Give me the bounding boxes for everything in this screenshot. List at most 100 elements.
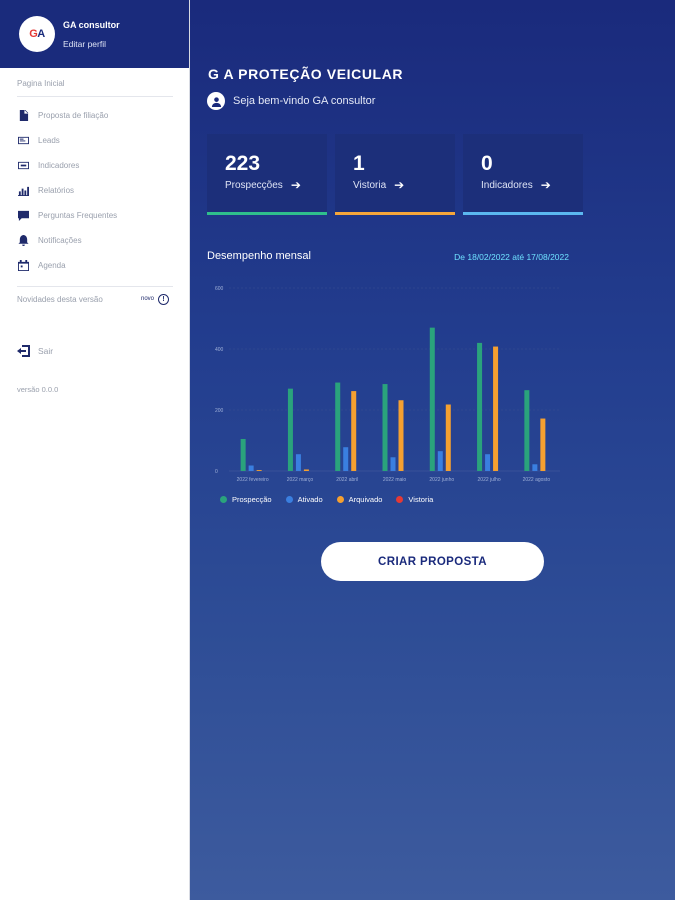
legend-dot <box>336 496 344 503</box>
logout-button[interactable]: Sair <box>17 341 173 361</box>
profile-header: GA GA consultor Editar perfil <box>0 0 189 68</box>
bar-prospecção[interactable] <box>287 388 293 471</box>
x-tick-label: 2022 março <box>287 477 314 483</box>
card-label: Prospecções <box>225 179 283 191</box>
user-icon <box>207 92 225 110</box>
news-label: Novidades desta versão <box>17 294 103 304</box>
document-icon <box>17 110 29 122</box>
legend-label: Vistoria <box>408 495 434 504</box>
calendar-icon <box>17 260 29 272</box>
legend-label: Prospecção <box>232 495 272 504</box>
sidebar-item-perguntas[interactable]: Perguntas Frequentes <box>17 203 173 228</box>
bar-arquivado[interactable] <box>303 469 309 471</box>
legend-item[interactable]: Vistoria <box>396 495 433 504</box>
sidebar-item-proposta[interactable]: Proposta de filiação <box>17 103 173 128</box>
bar-ativado[interactable] <box>295 454 301 471</box>
sidebar-item-indicadores[interactable]: Indicadores <box>17 153 173 178</box>
legend-dot <box>396 496 404 503</box>
sidebar-item-label: Notificações <box>38 236 82 245</box>
bar-arquivado[interactable] <box>398 400 404 471</box>
card-accent-bar <box>207 212 327 215</box>
chart-date-range[interactable]: De 18/02/2022 até 17/08/2022 <box>454 252 569 262</box>
bar-ativado[interactable] <box>390 457 396 471</box>
card-value: 223 <box>225 152 261 175</box>
card-label: Vistoria <box>353 179 387 191</box>
indicators-icon <box>17 160 29 172</box>
legend-item[interactable]: Arquivado <box>336 495 383 504</box>
legend-dot <box>285 496 293 503</box>
company-logo: GA <box>19 16 55 52</box>
bar-ativado[interactable] <box>532 464 538 471</box>
sidebar-item-label: Leads <box>38 136 60 145</box>
bar-ativado[interactable] <box>248 465 254 471</box>
bar-prospecção[interactable] <box>477 342 483 471</box>
arrow-right-icon: ➔ <box>540 178 551 192</box>
monthly-bar-chart: 0 200 400 600 2022 fevereiro 2022 março 2022 a… <box>215 286 560 483</box>
sidebar-item-relatorios[interactable]: Relatórios <box>17 178 173 203</box>
sidebar: GA GA consultor Editar perfil Pagina Ini… <box>0 0 190 900</box>
card-value: 1 <box>353 152 365 175</box>
sidebar-item-label: Indicadores <box>38 161 80 170</box>
reports-chart-icon <box>17 185 29 197</box>
bar-arquivado[interactable] <box>351 391 357 471</box>
news-row[interactable]: Novidades desta versão novo ! <box>17 287 173 311</box>
profile-name: GA consultor <box>63 19 120 30</box>
bar-arquivado[interactable] <box>493 346 499 471</box>
welcome-row: Seja bem-vindo GA consultor <box>207 92 375 110</box>
main-content: G A PROTEÇÃO VEICULAR Seja bem-vindo GA … <box>190 0 675 900</box>
edit-profile-link[interactable]: Editar perfil <box>63 38 106 49</box>
bar-prospecção[interactable] <box>382 384 388 471</box>
card-prospeccoes[interactable]: 223 Prospecções ➔ <box>207 134 327 215</box>
card-label: Indicadores <box>481 179 533 191</box>
leads-icon <box>17 135 29 147</box>
bar-ativado[interactable] <box>437 451 443 471</box>
logout-icon <box>17 345 30 357</box>
sidebar-item-label: Proposta de filiação <box>38 111 109 120</box>
bar-arquivado[interactable] <box>256 470 262 471</box>
x-tick-label: 2022 julho <box>478 477 501 483</box>
y-tick-label: 0 <box>215 469 218 475</box>
x-tick-label: 2022 junho <box>429 477 454 483</box>
bar-prospecção[interactable] <box>524 390 530 471</box>
logo-text: GA <box>29 28 45 40</box>
x-tick-label: 2022 agosto <box>523 477 551 483</box>
card-label-row: Prospecções ➔ <box>225 178 301 192</box>
x-tick-label: 2022 abril <box>336 477 358 483</box>
section-home-title[interactable]: Pagina Inicial <box>17 68 173 97</box>
logout-label: Sair <box>38 346 54 356</box>
legend-item[interactable]: Ativado <box>285 495 323 504</box>
bar-arquivado[interactable] <box>445 404 451 471</box>
bar-ativado[interactable] <box>485 454 491 471</box>
chat-icon <box>17 210 29 222</box>
chart-title: Desempenho mensal <box>207 250 311 262</box>
bar-prospecção[interactable] <box>429 327 435 471</box>
sidebar-item-label: Perguntas Frequentes <box>38 211 118 220</box>
sidebar-item-notificacoes[interactable]: Notificações <box>17 228 173 253</box>
legend-label: Ativado <box>297 495 323 504</box>
y-tick-label: 200 <box>215 408 224 414</box>
card-value: 0 <box>481 152 493 175</box>
sidebar-item-agenda[interactable]: Agenda <box>17 253 173 278</box>
legend-item[interactable]: Prospecção <box>220 495 272 504</box>
card-accent-bar <box>463 212 583 215</box>
news-badge[interactable]: novo ! <box>141 293 173 305</box>
card-indicadores[interactable]: 0 Indicadores ➔ <box>463 134 583 215</box>
sidebar-item-label: Relatórios <box>38 186 75 195</box>
y-tick-label: 400 <box>215 347 224 353</box>
x-tick-label: 2022 fevereiro <box>237 477 269 483</box>
x-tick-label: 2022 maio <box>383 477 407 483</box>
bar-prospecção[interactable] <box>335 382 341 471</box>
legend-dot <box>220 496 227 503</box>
create-proposal-button[interactable]: CRIAR PROPOSTA <box>321 542 544 581</box>
bar-arquivado[interactable] <box>540 418 546 471</box>
divider <box>17 286 173 287</box>
welcome-text: Seja bem-vindo GA consultor <box>233 95 376 107</box>
card-vistoria[interactable]: 1 Vistoria ➔ <box>335 134 455 215</box>
bar-ativado[interactable] <box>343 447 349 471</box>
sidebar-item-leads[interactable]: Leads <box>17 128 173 153</box>
y-tick-label: 600 <box>215 286 224 292</box>
arrow-right-icon: ➔ <box>394 178 405 192</box>
bar-prospecção[interactable] <box>240 438 246 471</box>
legend-label: Arquivado <box>348 495 383 504</box>
card-accent-bar <box>335 212 455 215</box>
